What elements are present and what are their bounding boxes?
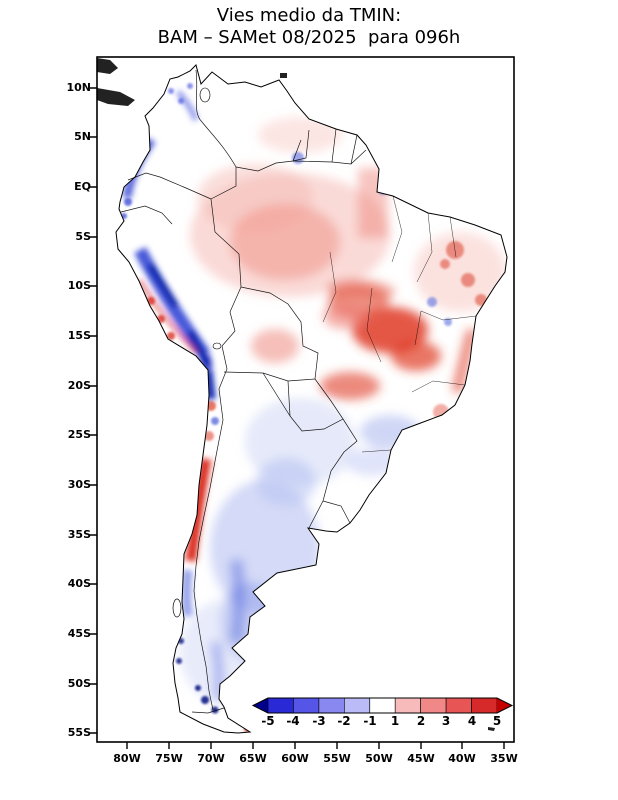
plot-title-line2: BAM – SAMet 08/2025 para 096h: [157, 27, 461, 48]
colorbar-tick-label: -3: [312, 714, 326, 728]
lon-label: 75W: [155, 752, 183, 765]
colorbar-tick-label: 5: [492, 714, 502, 728]
plot-title-line1: Vies medio da TMIN:: [216, 5, 402, 26]
colorbar-tick-label: -5: [261, 714, 275, 728]
plot-title: Vies medio da TMIN: BAM – SAMet 08/2025 …: [0, 5, 618, 49]
lat-label: 55S: [67, 726, 91, 739]
map-frame: [96, 56, 515, 743]
colorbar-segment: [369, 697, 396, 714]
colorbar-segment: [343, 697, 370, 714]
colorbar-segment: [394, 697, 421, 714]
lon-ticks: [126, 742, 505, 749]
colorbar-segment: [420, 697, 447, 714]
islands: [97, 58, 495, 731]
lat-label: 50S: [67, 677, 91, 690]
lon-label: 70W: [197, 752, 225, 765]
colorbar-right-arrow: [497, 698, 512, 713]
colorbar-tick-label: 1: [390, 714, 400, 728]
lat-ticks: [90, 87, 97, 734]
country-borders: [120, 69, 367, 714]
colorbar-segment: [471, 697, 498, 714]
lat-label: 35S: [67, 528, 91, 541]
lat-label: 10N: [66, 81, 91, 94]
state-borders: [322, 195, 477, 453]
colorbar-tick-label: 4: [467, 714, 477, 728]
colorbar: [251, 697, 514, 714]
lat-label: 30S: [67, 478, 91, 491]
lat-label: 5N: [74, 130, 91, 143]
colorbar-left-arrow: [253, 698, 268, 713]
colorbar-tick-label: 2: [416, 714, 426, 728]
lat-label: 25S: [67, 428, 91, 441]
colorbar-tick-label: 3: [441, 714, 451, 728]
bias-field-smooth: [180, 117, 506, 704]
lon-label: 80W: [113, 752, 141, 765]
coastline: [115, 64, 508, 734]
lat-label: 40S: [67, 577, 91, 590]
colorbar-outline: [251, 697, 514, 714]
lon-label: 65W: [239, 752, 267, 765]
lon-label: 55W: [323, 752, 351, 765]
colorbar-segment: [293, 697, 320, 714]
colorbar-segment: [445, 697, 472, 714]
lat-label: 45S: [67, 627, 91, 640]
colorbar-segment: [318, 697, 345, 714]
lat-label: 10S: [67, 279, 91, 292]
lat-label: EQ: [74, 180, 91, 193]
colorbar-tick-label: -1: [363, 714, 377, 728]
lat-label: 15S: [67, 329, 91, 342]
lon-label: 45W: [407, 752, 435, 765]
lon-label: 60W: [281, 752, 309, 765]
lon-label: 35W: [490, 752, 518, 765]
lon-label: 50W: [365, 752, 393, 765]
lat-label: 5S: [75, 230, 91, 243]
lat-label: 20S: [67, 379, 91, 392]
colorbar-segment: [267, 697, 294, 714]
colorbar-tick-label: -4: [286, 714, 300, 728]
colorbar-tick-label: -2: [337, 714, 351, 728]
lon-label: 40W: [448, 752, 476, 765]
